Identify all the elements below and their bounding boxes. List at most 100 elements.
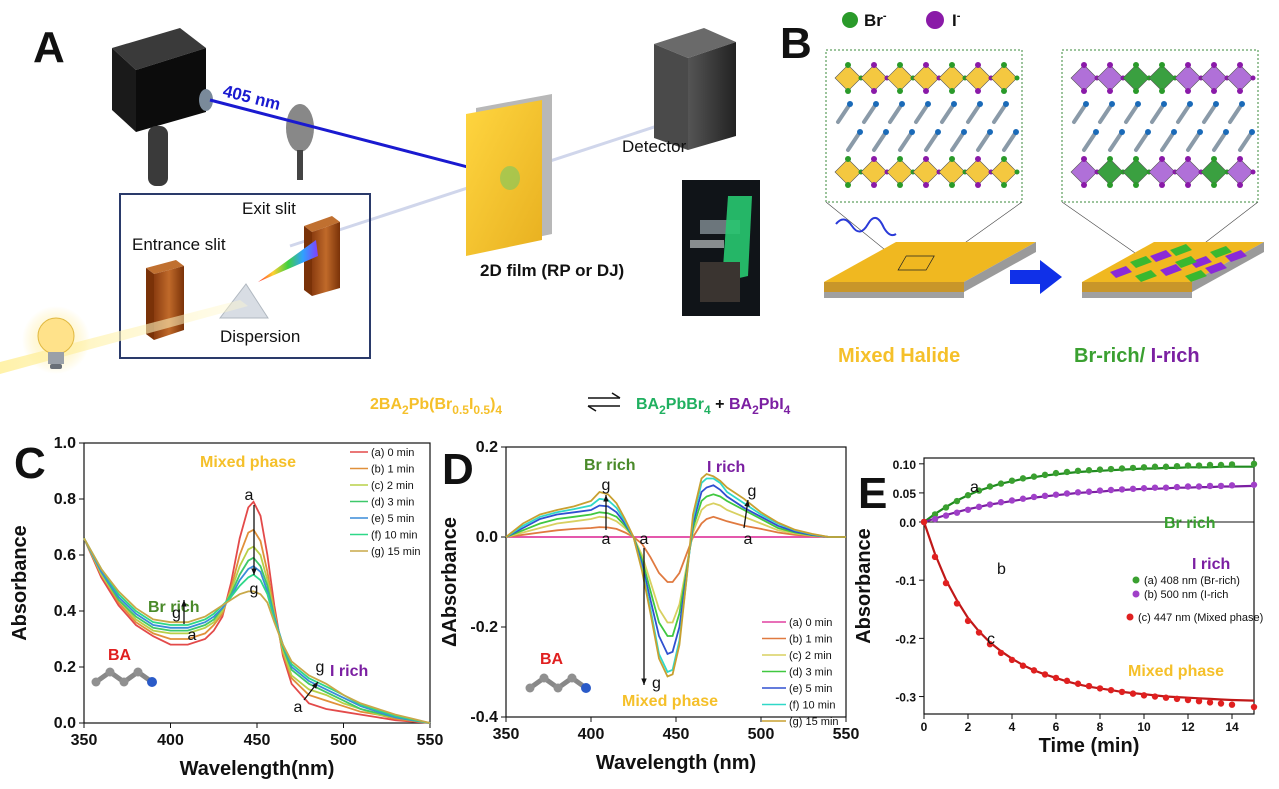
arrow-head	[744, 500, 750, 507]
legend-marker	[1132, 590, 1140, 598]
data-point	[1129, 690, 1137, 697]
y-axis-label: ΔAbsorbance	[439, 517, 461, 647]
seg-top-ion	[1133, 88, 1139, 94]
data-point	[1228, 701, 1236, 708]
annotation-g: g	[316, 659, 325, 676]
mixed-top-ion	[1001, 62, 1007, 68]
lightbulb-icon	[22, 306, 90, 374]
mixed-top-ion	[923, 62, 929, 68]
seg-bottom-ion	[1159, 182, 1165, 188]
nitrogen-atom	[1161, 101, 1167, 107]
data-point	[1217, 700, 1225, 707]
chart-e: E 0 2 4 6 8 10 12 14 -0.3 -0.2 -0.1 0.0 0.05 0.10 Time …	[853, 457, 1263, 757]
mixed-bottom-ion	[949, 182, 955, 188]
segregated-label: Br-rich/ I-rich	[1074, 345, 1200, 367]
series-line	[83, 537, 431, 724]
arrow-head	[641, 678, 647, 685]
ba-chain	[1108, 130, 1124, 152]
data-point	[1052, 469, 1060, 477]
x-tick-label: 350	[493, 726, 520, 743]
ba-chain	[950, 130, 966, 152]
annotation-b: b	[997, 561, 1006, 578]
data-point	[975, 487, 983, 494]
nitrogen-atom	[847, 101, 853, 107]
x-tick-label: 550	[833, 726, 860, 743]
ba-chain	[1212, 130, 1228, 152]
x-tick-label: 550	[417, 732, 444, 749]
ba-chain	[992, 102, 1008, 124]
data-point	[942, 579, 950, 587]
mixed-phase-label: Mixed phase	[1128, 663, 1224, 680]
data-point	[1162, 484, 1170, 491]
mixed-bottom-ion	[871, 182, 877, 188]
ba-chain	[914, 102, 930, 124]
mixed-top-ion	[923, 88, 929, 94]
annotation-a: a	[245, 487, 254, 504]
nitrogen-atom	[1135, 101, 1141, 107]
data-point	[1063, 677, 1071, 685]
ba-chain	[1098, 102, 1114, 124]
series-line	[83, 537, 431, 724]
carbon-atom	[119, 677, 129, 687]
data-point	[1107, 686, 1115, 694]
y-tick-label: 0.2	[54, 659, 76, 676]
ba-chain	[1238, 130, 1254, 152]
data-point	[975, 503, 983, 511]
data-point	[953, 509, 961, 516]
mixed-bottom-ion	[845, 156, 851, 162]
mixed-top-ion	[845, 88, 851, 94]
data-point	[1162, 694, 1170, 701]
mixed-top-ion	[975, 62, 981, 68]
legend-label: (e) 5 min	[371, 513, 414, 525]
data-point	[1019, 662, 1027, 669]
halide-domain	[1210, 246, 1232, 258]
y-tick-label: 0.05	[893, 487, 917, 501]
data-point	[1096, 487, 1104, 494]
data-point	[1074, 489, 1082, 496]
y-tick-label: 0.2	[476, 439, 498, 456]
seg-bottom-ion	[1237, 182, 1243, 188]
data-point	[1074, 680, 1082, 687]
mixed-bottom-ion	[1014, 169, 1020, 175]
film-label: 2D film (RP or DJ)	[480, 261, 624, 280]
data-point	[1063, 468, 1071, 476]
seg-top-ion	[1211, 62, 1217, 68]
panel-b-letter: B	[780, 19, 812, 68]
mixed-top-ion	[845, 62, 851, 68]
nitrogen-atom	[1093, 129, 1099, 135]
legend-label: (g) 15 min	[789, 716, 839, 728]
nitrogen-atom	[951, 101, 957, 107]
series-line	[83, 537, 431, 724]
nitrogen-atom	[1013, 129, 1019, 135]
x-tick-label: 500	[330, 732, 357, 749]
data-point	[1008, 656, 1016, 664]
chart-c: C 350 400 450 500 550 0.0 0.2 0.4 0.6 0.8 1.0 Wavele…	[9, 435, 443, 780]
data-point	[1129, 464, 1137, 472]
halide-domain	[1160, 264, 1182, 276]
nitrogen-atom	[1083, 101, 1089, 107]
x-tick-label: 8	[1097, 720, 1104, 734]
laser-wavelength-label: 405 nm	[221, 81, 282, 114]
nitrogen-atom	[1109, 101, 1115, 107]
carbon-atom	[567, 673, 577, 683]
seg-bottom-ion	[1250, 169, 1256, 175]
legend-br-label: Br-	[864, 10, 887, 30]
data-point	[1129, 485, 1137, 493]
series-line	[83, 537, 431, 724]
detector-icon	[654, 28, 736, 150]
mixed-top-ion	[871, 88, 877, 94]
halide-domain	[1175, 256, 1197, 268]
data-point	[1195, 698, 1203, 705]
arrow-head	[311, 682, 318, 689]
data-point	[997, 480, 1005, 487]
annotation-g: g	[748, 483, 757, 500]
legend-label: (a) 408 nm (Br-rich)	[1144, 575, 1240, 587]
ba-chain	[1150, 102, 1166, 124]
seg-top-ion	[1237, 62, 1243, 68]
mixed-bottom-ion	[897, 156, 903, 162]
carbon-atom	[525, 683, 535, 693]
y-tick-label: 0.4	[54, 603, 76, 620]
series-line	[505, 515, 846, 583]
film-icon	[466, 94, 552, 256]
y-tick-label: -0.3	[895, 691, 916, 705]
